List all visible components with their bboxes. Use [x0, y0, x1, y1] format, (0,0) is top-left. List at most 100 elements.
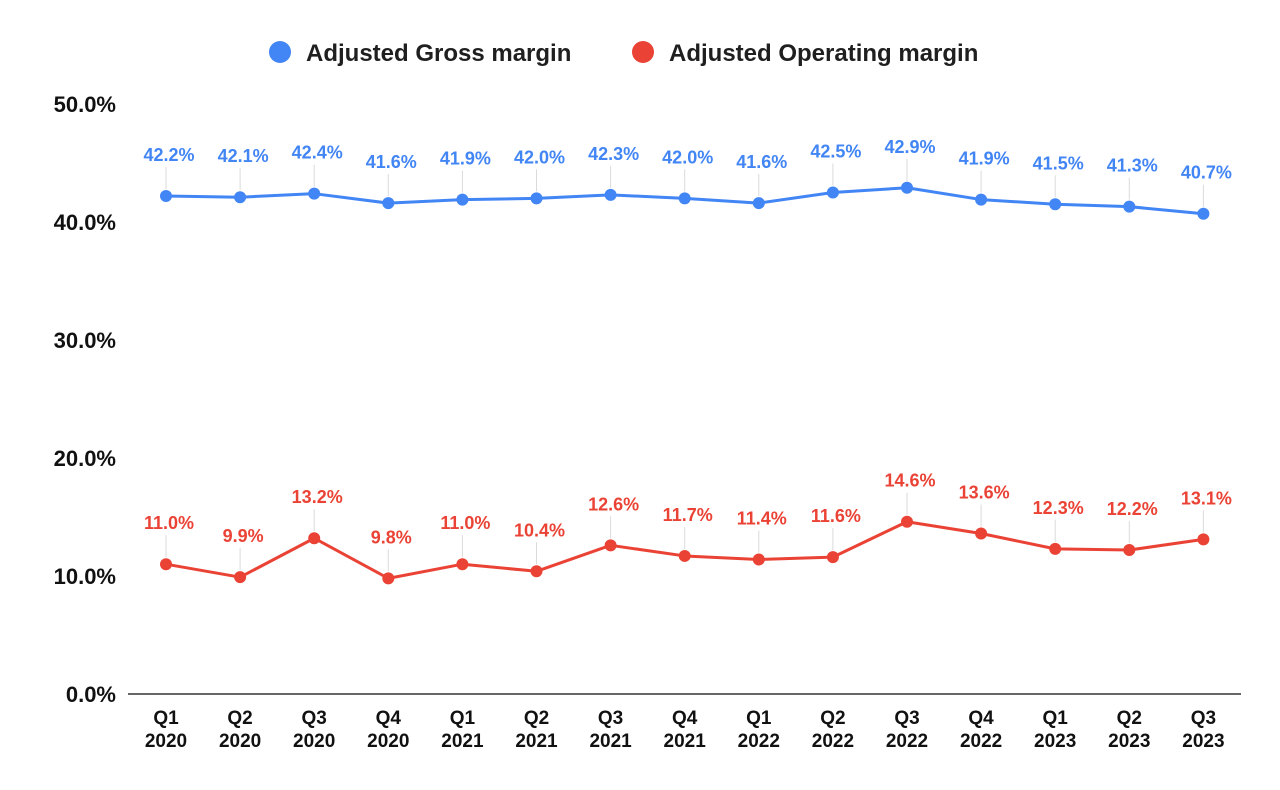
x-tick-year: 2021	[441, 731, 484, 752]
x-tick-year: 2020	[219, 731, 261, 752]
data-point	[382, 572, 395, 585]
data-label: 13.2%	[292, 487, 343, 507]
x-tick-quarter: Q3	[894, 708, 919, 729]
series-layer: 42.2% 42.1% 42.4% 41.6% 41.9% 42.0% 42.3% 42.0%…	[143, 137, 1232, 585]
data-point	[1123, 544, 1136, 557]
y-tick-label: 40.0%	[54, 210, 116, 235]
series-gross: 42.2% 42.1% 42.4% 41.6% 41.9% 42.0% 42.3% 42.0%…	[143, 137, 1232, 220]
data-point	[1123, 200, 1136, 213]
y-tick-label: 0.0%	[66, 682, 116, 707]
data-label: 42.5%	[810, 142, 861, 162]
data-point	[1049, 542, 1062, 555]
data-label: 41.5%	[1033, 153, 1084, 173]
data-point	[530, 565, 543, 578]
data-label: 42.1%	[218, 146, 269, 166]
data-point	[826, 551, 839, 564]
x-tick-quarter: Q1	[1043, 708, 1069, 729]
data-label: 13.1%	[1181, 488, 1232, 508]
data-point	[826, 186, 839, 199]
data-label: 12.2%	[1107, 499, 1158, 519]
data-point	[160, 190, 172, 203]
data-label: 9.9%	[223, 526, 264, 546]
data-point	[456, 558, 469, 571]
data-point	[975, 527, 988, 540]
y-tick-label: 10.0%	[54, 564, 116, 589]
data-point	[308, 532, 321, 545]
data-point	[1197, 207, 1210, 220]
data-point	[1197, 533, 1210, 546]
data-label: 9.8%	[371, 527, 412, 547]
data-label: 42.0%	[662, 147, 713, 167]
data-label: 14.6%	[884, 471, 935, 491]
data-label: 41.9%	[440, 149, 491, 169]
data-point	[1049, 198, 1062, 211]
data-label: 41.9%	[959, 149, 1010, 169]
data-label: 10.4%	[514, 520, 565, 540]
x-tick-year: 2022	[738, 731, 780, 752]
x-tick-year: 2023	[1182, 731, 1224, 752]
x-tick-quarter: Q4	[376, 708, 402, 729]
data-point	[604, 539, 617, 552]
data-label: 11.4%	[737, 508, 787, 528]
y-tick-label: 50.0%	[54, 92, 116, 117]
data-point	[234, 571, 247, 584]
x-tick-quarter: Q4	[968, 708, 994, 729]
x-tick-year: 2021	[664, 731, 707, 752]
data-point	[901, 181, 913, 194]
data-point	[752, 553, 765, 566]
data-point	[160, 558, 172, 571]
x-tick-quarter: Q2	[524, 708, 549, 729]
data-point	[975, 193, 988, 206]
data-label: 41.3%	[1107, 156, 1158, 176]
x-tick-quarter: Q1	[153, 708, 179, 729]
data-point	[752, 197, 765, 210]
x-tick-year: 2021	[589, 731, 632, 752]
data-point	[382, 197, 395, 210]
x-tick-year: 2022	[960, 731, 1002, 752]
data-label: 13.6%	[959, 483, 1010, 503]
x-tick-year: 2020	[145, 731, 187, 752]
x-tick-quarter: Q2	[820, 708, 845, 729]
data-label: 42.3%	[588, 144, 639, 164]
data-label: 42.9%	[884, 137, 935, 157]
data-label: 42.0%	[514, 147, 565, 167]
x-tick-quarter: Q4	[672, 708, 698, 729]
data-label: 11.0%	[440, 513, 490, 533]
data-point	[234, 191, 247, 204]
x-tick-year: 2023	[1034, 731, 1076, 752]
data-point	[530, 192, 543, 205]
data-label: 42.2%	[143, 145, 194, 165]
data-label: 41.6%	[366, 152, 417, 172]
y-tick-label: 20.0%	[54, 446, 116, 471]
x-tick-quarter: Q1	[746, 708, 772, 729]
data-point	[604, 188, 617, 201]
x-tick-quarter: Q2	[227, 708, 252, 729]
x-tick-year: 2020	[367, 731, 409, 752]
x-tick-year: 2022	[812, 731, 854, 752]
x-tick-quarter: Q2	[1117, 708, 1142, 729]
data-point	[678, 192, 691, 205]
legend-marker-operating	[632, 41, 654, 63]
x-axis: Q12020Q22020Q32020Q42020Q12021Q22021Q320…	[128, 693, 1241, 752]
x-tick-quarter: Q3	[302, 708, 327, 729]
data-point	[901, 515, 913, 528]
x-tick-year: 2023	[1108, 731, 1150, 752]
x-tick-year: 2020	[293, 731, 335, 752]
x-tick-year: 2021	[515, 731, 558, 752]
x-tick-quarter: Q3	[598, 708, 623, 729]
series-operating: 11.0% 9.9% 13.2% 9.8% 11.0% 10.4% 12.6% 11.7% 11…	[144, 471, 1232, 585]
legend: Adjusted Gross margin Adjusted Operating…	[269, 40, 978, 67]
data-label: 40.7%	[1181, 163, 1232, 183]
